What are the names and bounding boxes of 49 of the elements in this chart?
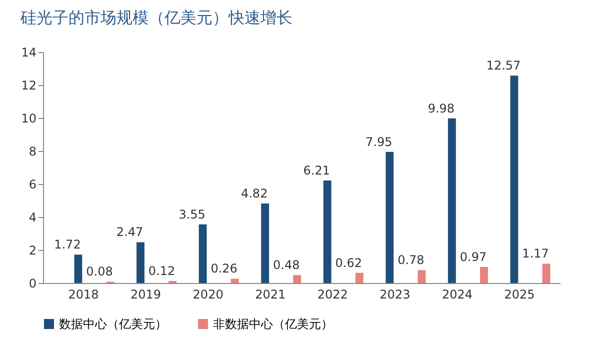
data-label: 0.48 — [273, 258, 300, 272]
x-tick-label: 2025 — [504, 288, 535, 302]
bar — [74, 254, 82, 283]
data-label: 0.62 — [335, 256, 362, 270]
data-label: 0.08 — [86, 264, 113, 279]
data-label: 6.21 — [303, 164, 330, 178]
legend-label: 数据中心（亿美元） — [59, 317, 167, 331]
bar — [542, 264, 550, 283]
bar — [230, 278, 239, 283]
x-tick-label: 2019 — [130, 288, 162, 302]
x-tick-label: 2024 — [442, 288, 472, 302]
bar — [355, 272, 364, 283]
y-tick-label: 14 — [21, 46, 36, 60]
y-tick-label: 12 — [21, 78, 36, 92]
bar — [261, 203, 270, 283]
x-tick-label: 2021 — [255, 288, 286, 302]
y-tick-label: 0 — [28, 276, 36, 290]
y-tick-label: 4 — [28, 210, 36, 224]
bar — [448, 118, 456, 283]
bar — [198, 224, 207, 283]
data-label: 0.12 — [148, 264, 176, 278]
bar — [418, 270, 426, 283]
y-tick-label: 10 — [21, 112, 36, 126]
x-tick-label: 2022 — [317, 288, 348, 302]
data-label: 0.78 — [398, 253, 424, 268]
x-tick-label: 2018 — [68, 288, 99, 302]
bar — [480, 266, 488, 283]
legend-label: 非数据中心（亿美元） — [213, 317, 333, 331]
data-label: 9.98 — [428, 101, 455, 116]
bar — [510, 76, 518, 283]
bar — [386, 152, 394, 283]
data-label: 0.26 — [210, 262, 238, 276]
data-label: 1.17 — [522, 246, 549, 261]
data-label: 4.82 — [240, 186, 268, 200]
y-tick-label: 6 — [28, 178, 36, 192]
bar — [136, 242, 144, 283]
bar — [323, 180, 332, 283]
y-tick-label: 2 — [28, 244, 36, 258]
data-label: 7.95 — [366, 134, 392, 149]
data-label: 2.47 — [116, 225, 144, 240]
data-label: 0.97 — [460, 250, 487, 264]
x-tick-label: 2023 — [380, 288, 410, 302]
x-tick-label: 2020 — [192, 288, 224, 302]
data-label: 12.57 — [486, 58, 521, 73]
chart-title: 硅光子的市场规模（亿美元）快速增长 — [20, 8, 293, 27]
data-label: 1.72 — [54, 238, 81, 252]
y-tick-label: 8 — [28, 144, 36, 158]
bar — [293, 275, 302, 283]
data-label: 3.55 — [178, 207, 206, 222]
